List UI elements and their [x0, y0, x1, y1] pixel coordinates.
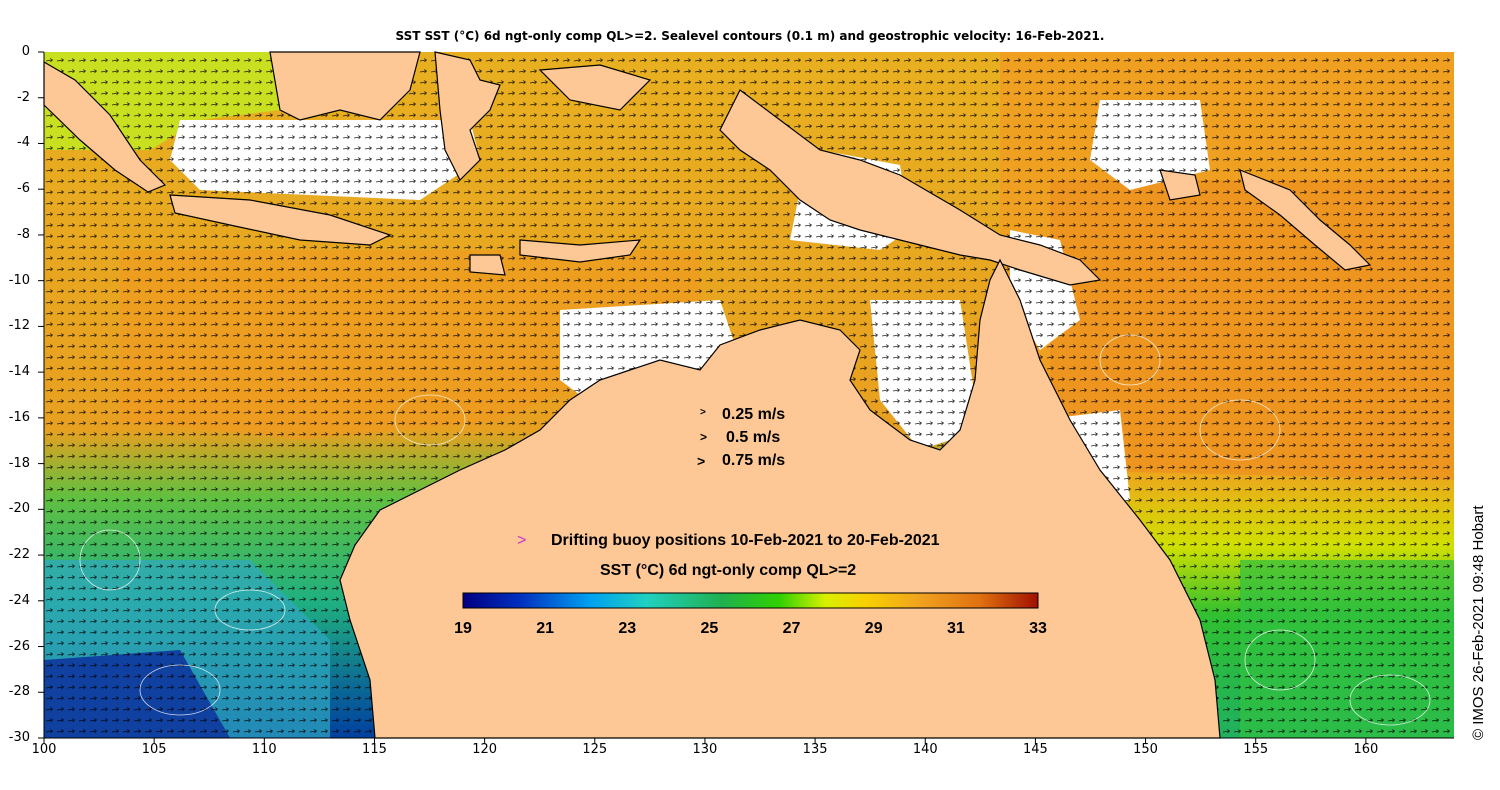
- y-tick-label: -14: [8, 364, 30, 380]
- y-tick-label: -8: [17, 226, 30, 242]
- java: [169, 194, 392, 246]
- x-tick-label: 110: [251, 742, 277, 757]
- y-tick-label: -10: [8, 272, 30, 288]
- y-tick-label: -12: [8, 318, 30, 334]
- x-tick-label: 115: [362, 742, 387, 757]
- sst-colorbar: [462, 592, 1039, 609]
- colorbar-tick-label: 29: [864, 620, 883, 637]
- australia: [339, 258, 1221, 739]
- y-tick-label: -6: [17, 181, 30, 197]
- y-tick-label: -30: [8, 730, 30, 745]
- credit-text: © IMOS 26-Feb-2021 09:48 Hobart: [1470, 505, 1487, 740]
- y-tick-label: 0: [21, 44, 30, 59]
- y-tick-label: -20: [8, 501, 30, 517]
- y-tick-label: -26: [8, 638, 30, 654]
- x-tick-label: 125: [582, 742, 608, 757]
- y-tick-label: -24: [8, 592, 30, 608]
- borneo: [269, 51, 421, 121]
- y-tick-label: -2: [17, 89, 30, 105]
- x-tick-label: 155: [1243, 742, 1269, 757]
- x-tick-label: 120: [472, 742, 498, 757]
- colorbar-tick-label: 21: [536, 620, 555, 637]
- colorbar-tick-label: 31: [946, 620, 965, 637]
- x-tick-label: 140: [912, 742, 938, 757]
- axes: [43, 52, 1454, 739]
- velocity-arrow-small: >: [700, 407, 706, 418]
- velocity-legend-050: 0.5 m/s: [726, 429, 781, 446]
- y-tick-label: -28: [8, 684, 30, 700]
- y-tick-label: -4: [17, 135, 30, 151]
- sumatra: [43, 60, 167, 193]
- buoy-marker-icon: >: [517, 532, 527, 549]
- x-tick-label: 145: [1022, 742, 1048, 757]
- x-tick-label: 130: [692, 742, 718, 757]
- y-tick-label: -22: [8, 547, 30, 563]
- y-tick-label: -16: [8, 409, 30, 425]
- new-guinea: [719, 89, 1102, 286]
- velocity-arrow-large: >: [697, 453, 706, 469]
- velocity-legend-075: 0.75 m/s: [722, 452, 786, 469]
- velocity-legend-025: 0.25 m/s: [722, 406, 786, 423]
- sulawesi: [434, 51, 501, 182]
- map-title: SST SST (°C) 6d ngt-only comp QL>=2. Sea…: [395, 29, 1105, 43]
- x-tick-label: 150: [1133, 742, 1158, 757]
- colorbar-title: SST (°C) 6d ngt-only comp QL>=2: [600, 562, 857, 579]
- x-tick-label: 160: [1353, 742, 1379, 757]
- buoy-legend-label: Drifting buoy positions 10-Feb-2021 to 2…: [551, 532, 940, 549]
- colorbar-tick-label: 23: [618, 620, 637, 637]
- colorbar-tick-label: 33: [1029, 620, 1047, 637]
- land: [43, 51, 1372, 739]
- y-tick-label: -18: [8, 455, 30, 471]
- x-tick-label: 100: [31, 742, 57, 757]
- sealevel-contours: [79, 334, 1431, 726]
- x-tick-label: 135: [802, 742, 828, 757]
- velocity-arrow-medium: >: [700, 430, 708, 444]
- timor: [519, 239, 642, 263]
- colorbar-tick-label: 19: [454, 620, 472, 637]
- colorbar-tick-label: 27: [782, 620, 801, 637]
- x-tick-label: 105: [141, 742, 167, 757]
- colorbar-tick-label: 25: [700, 620, 719, 637]
